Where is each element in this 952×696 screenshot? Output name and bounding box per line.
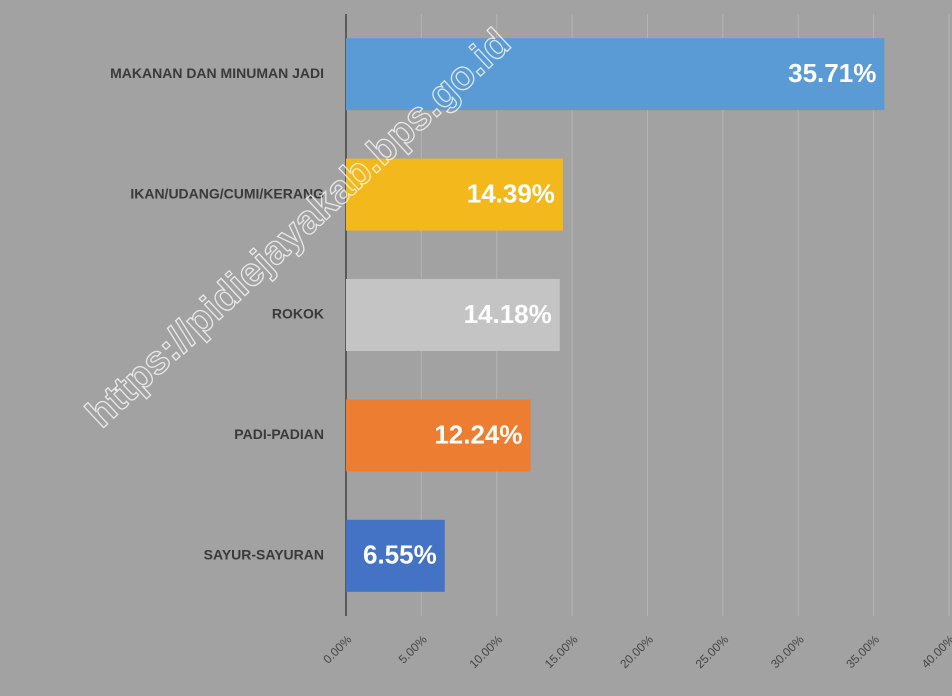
bar <box>346 519 445 592</box>
bar <box>346 38 885 111</box>
bar <box>346 279 560 351</box>
category-label: MAKANAN DAN MINUMAN JADI <box>110 65 324 81</box>
x-tick-label: 35.00% <box>843 632 882 671</box>
x-tick-label: 25.00% <box>693 632 732 671</box>
bar <box>346 399 531 472</box>
x-tick-label: 10.00% <box>466 632 505 671</box>
category-label: IKAN/UDANG/CUMI/KERANG <box>130 185 324 201</box>
bar <box>346 158 563 231</box>
category-label: ROKOK <box>272 306 324 322</box>
value-label: 14.39% <box>467 178 555 208</box>
category-label: SAYUR-SAYURAN <box>204 547 324 563</box>
x-tick-label: 0.00% <box>320 632 354 666</box>
x-tick-label: 30.00% <box>768 632 807 671</box>
x-tick-label: 5.00% <box>396 632 430 666</box>
x-tick-label: 40.00% <box>919 632 952 671</box>
value-label: 6.55% <box>363 540 437 570</box>
value-label: 14.18% <box>464 299 552 329</box>
x-tick-label: 20.00% <box>617 632 656 671</box>
category-label: PADI-PADIAN <box>234 426 324 442</box>
x-tick-label: 15.00% <box>542 632 581 671</box>
value-label: 35.71% <box>788 58 876 88</box>
value-label: 12.24% <box>434 419 522 449</box>
